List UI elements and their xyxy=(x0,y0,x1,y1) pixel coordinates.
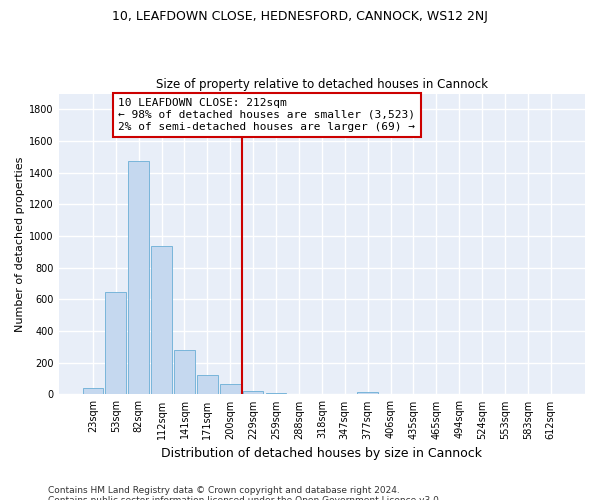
Bar xyxy=(358,392,378,394)
Text: Contains public sector information licensed under the Open Government Licence v3: Contains public sector information licen… xyxy=(48,496,442,500)
X-axis label: Distribution of detached houses by size in Cannock: Distribution of detached houses by size … xyxy=(161,447,482,460)
Bar xyxy=(106,292,126,394)
Text: 10, LEAFDOWN CLOSE, HEDNESFORD, CANNOCK, WS12 2NJ: 10, LEAFDOWN CLOSE, HEDNESFORD, CANNOCK,… xyxy=(112,10,488,23)
Y-axis label: Number of detached properties: Number of detached properties xyxy=(15,156,25,332)
Bar xyxy=(151,246,172,394)
Title: Size of property relative to detached houses in Cannock: Size of property relative to detached ho… xyxy=(156,78,488,91)
Bar xyxy=(174,350,195,395)
Bar xyxy=(128,161,149,394)
Bar xyxy=(197,374,218,394)
Bar xyxy=(83,388,103,394)
Text: 10 LEAFDOWN CLOSE: 212sqm
← 98% of detached houses are smaller (3,523)
2% of sem: 10 LEAFDOWN CLOSE: 212sqm ← 98% of detac… xyxy=(118,98,415,132)
Bar xyxy=(243,391,263,394)
Bar xyxy=(220,384,241,394)
Text: Contains HM Land Registry data © Crown copyright and database right 2024.: Contains HM Land Registry data © Crown c… xyxy=(48,486,400,495)
Bar xyxy=(266,393,286,394)
